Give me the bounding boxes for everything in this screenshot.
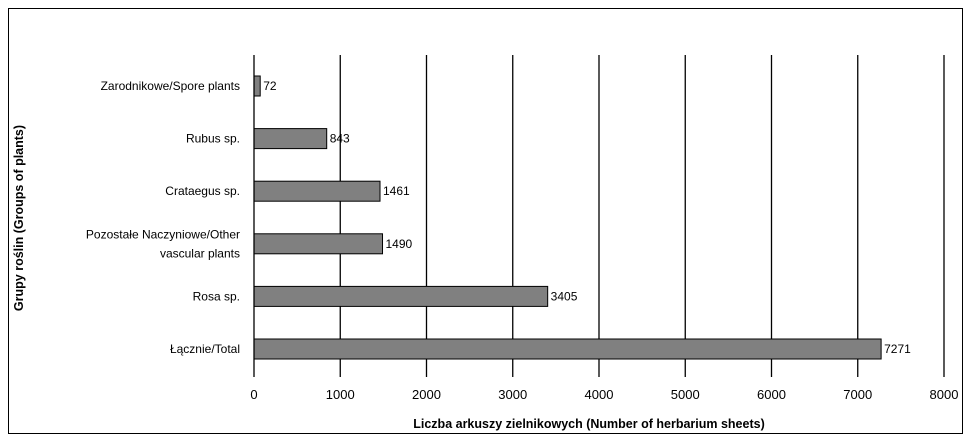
data-label: 7271 <box>884 342 911 356</box>
bar <box>253 338 882 360</box>
x-tick-label: 8000 <box>930 387 959 402</box>
bar <box>253 75 261 97</box>
category-label: Pozostałe Naczyniowe/Other <box>86 227 240 241</box>
category-label: vascular plants <box>160 246 240 260</box>
x-axis-title: Liczba arkuszy zielnikowych (Number of h… <box>413 417 764 431</box>
chart-frame <box>8 8 963 434</box>
gridlines <box>339 55 945 377</box>
bars <box>253 75 882 360</box>
bar <box>253 180 381 202</box>
x-tick-label: 1000 <box>326 387 355 402</box>
x-tick-label: 4000 <box>585 387 614 402</box>
data-label: 72 <box>263 79 277 93</box>
bar <box>253 128 328 150</box>
x-tick-label: 7000 <box>843 387 872 402</box>
x-tick-label: 2000 <box>412 387 441 402</box>
category-label: Łącznie/Total <box>170 342 240 356</box>
data-labels: 72 843 1461 1490 3405 7271 <box>263 79 911 356</box>
data-label: 1461 <box>383 184 410 198</box>
data-label: 3405 <box>551 289 578 303</box>
category-label: Crataegus sp. <box>165 184 240 198</box>
data-label: 843 <box>330 132 350 146</box>
category-label: Zarodnikowe/Spore plants <box>101 79 240 93</box>
category-labels: Zarodnikowe/Spore plants Rubus sp. Crataeg… <box>86 79 240 356</box>
x-tick-label: 0 <box>250 387 257 402</box>
data-label: 1490 <box>386 237 413 251</box>
bar <box>253 233 384 255</box>
x-tick-label: 6000 <box>757 387 786 402</box>
category-label: Rubus sp. <box>186 132 240 146</box>
x-tick-label: 5000 <box>671 387 700 402</box>
x-tick-labels: 0 1000 2000 3000 4000 5000 6000 7000 8000 <box>250 387 958 402</box>
y-axis-title: Grupy roślin (Groups of plants) <box>12 125 26 311</box>
x-tick-label: 3000 <box>498 387 527 402</box>
bar <box>253 285 549 307</box>
category-label: Rosa sp. <box>193 289 240 303</box>
